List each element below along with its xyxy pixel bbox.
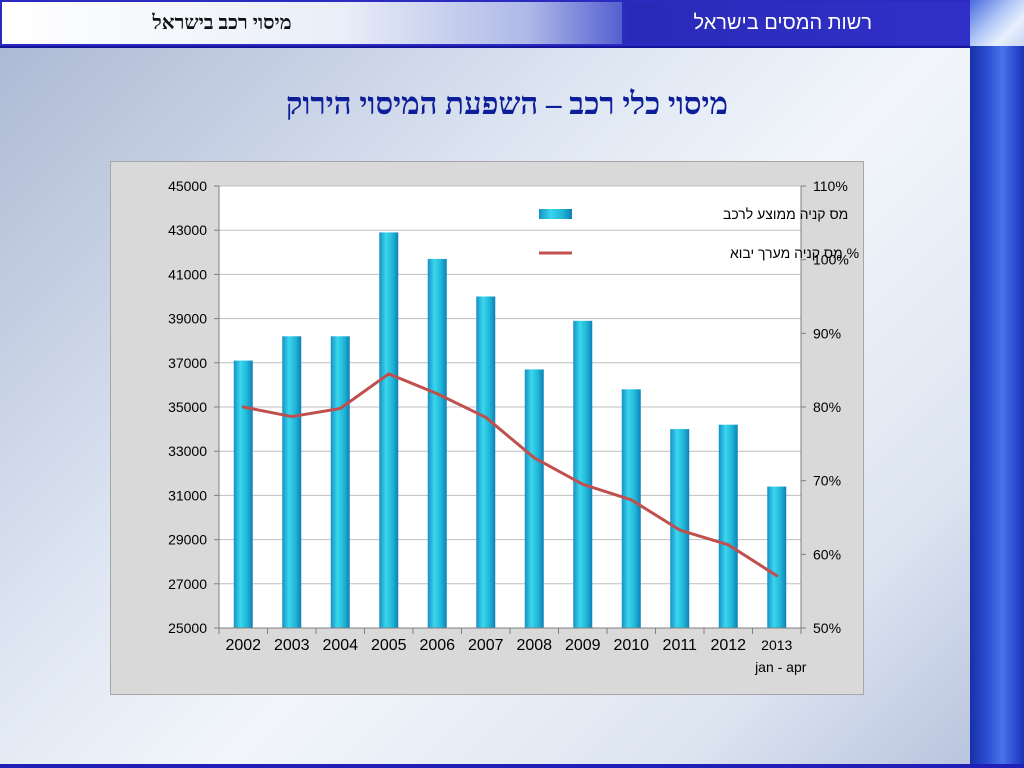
organization-name: רשות המסים בישראל (693, 11, 873, 34)
y2-tick-label: 50% (813, 620, 841, 636)
y-tick-label: 43000 (168, 222, 207, 238)
line-point (532, 456, 536, 460)
y-tick-label: 37000 (168, 355, 207, 371)
x-tick-label: 2006 (419, 637, 455, 654)
line-point (338, 406, 342, 410)
y2-tick-label: 60% (813, 546, 841, 562)
bar (427, 258, 447, 628)
line-point (435, 392, 439, 396)
x-tick-label: 2003 (274, 637, 310, 654)
y2-tick-label: 80% (813, 399, 841, 415)
line-point (726, 543, 730, 547)
bar (233, 360, 253, 628)
bar (282, 336, 302, 628)
y-tick-label: 41000 (168, 266, 207, 282)
y-tick-label: 25000 (168, 620, 207, 636)
legend-swatch-bar (539, 209, 572, 219)
bar (573, 320, 593, 628)
line-point (629, 498, 633, 502)
x-tick-label: 2008 (516, 637, 552, 654)
y-tick-label: 35000 (168, 399, 207, 415)
x-tick-label: 2002 (225, 637, 261, 654)
bottom-border (0, 764, 1024, 768)
header-bar: מיסוי רכב בישראל רשות המסים בישראל (0, 0, 970, 48)
series-line (242, 372, 778, 577)
header-right-panel: רשות המסים בישראל (626, 2, 970, 44)
y-tick-label: 33000 (168, 443, 207, 459)
line-point (581, 482, 585, 486)
legend-label-bar: מס קניה ממוצע לרכב (723, 206, 848, 222)
chart-svg: 45000 43000 41000 39000 37000 35000 33000 31000… (168, 178, 859, 675)
line-point (484, 415, 488, 419)
line-point (387, 372, 391, 376)
x-tick-label: 2013 (761, 637, 792, 653)
presentation-title: מיסוי רכב בישראל (152, 11, 292, 34)
bar (767, 486, 787, 628)
y-tick-label: 39000 (168, 311, 207, 327)
y2-tick-label: 70% (813, 473, 841, 489)
bar (524, 369, 544, 628)
x-tick-label: 2011 (663, 637, 698, 654)
chart-container: 45000 43000 41000 39000 37000 35000 33000 31000… (110, 161, 864, 695)
y-tick-label: 45000 (168, 178, 207, 194)
y-tick-label: 31000 (168, 487, 207, 503)
line-point (241, 405, 245, 409)
bar (621, 389, 641, 628)
bar (718, 424, 738, 628)
corner-decoration (970, 0, 1024, 46)
x-tick-label: 2010 (613, 637, 649, 654)
y-tick-label: 29000 (168, 532, 207, 548)
x-tick-label: 2012 (710, 637, 746, 654)
x-tick-label: 2009 (565, 637, 601, 654)
x-tick-label: 2007 (468, 637, 504, 654)
y-tick-label: 27000 (168, 576, 207, 592)
slide-title: מיסוי כלי רכב – השפעת המיסוי הירוק (285, 86, 729, 121)
side-strip-decoration (970, 46, 1024, 764)
bar (330, 336, 350, 628)
x-tick-label: 2005 (371, 637, 407, 654)
bar (379, 232, 399, 628)
header-left-panel: מיסוי רכב בישראל (2, 2, 622, 44)
x-tick-label: 2004 (322, 637, 358, 654)
line-point (678, 528, 682, 532)
line-point (290, 415, 294, 419)
y2-tick-label: 90% (813, 325, 841, 341)
bar (476, 296, 496, 628)
y2-tick-label: 100% (813, 252, 849, 268)
line-point (775, 574, 779, 578)
x-tick-sublabel: jan - apr (754, 659, 807, 675)
legend-label-line: % מס קניה מערך יבוא (730, 245, 859, 261)
y2-tick-label: 110% (813, 178, 848, 194)
